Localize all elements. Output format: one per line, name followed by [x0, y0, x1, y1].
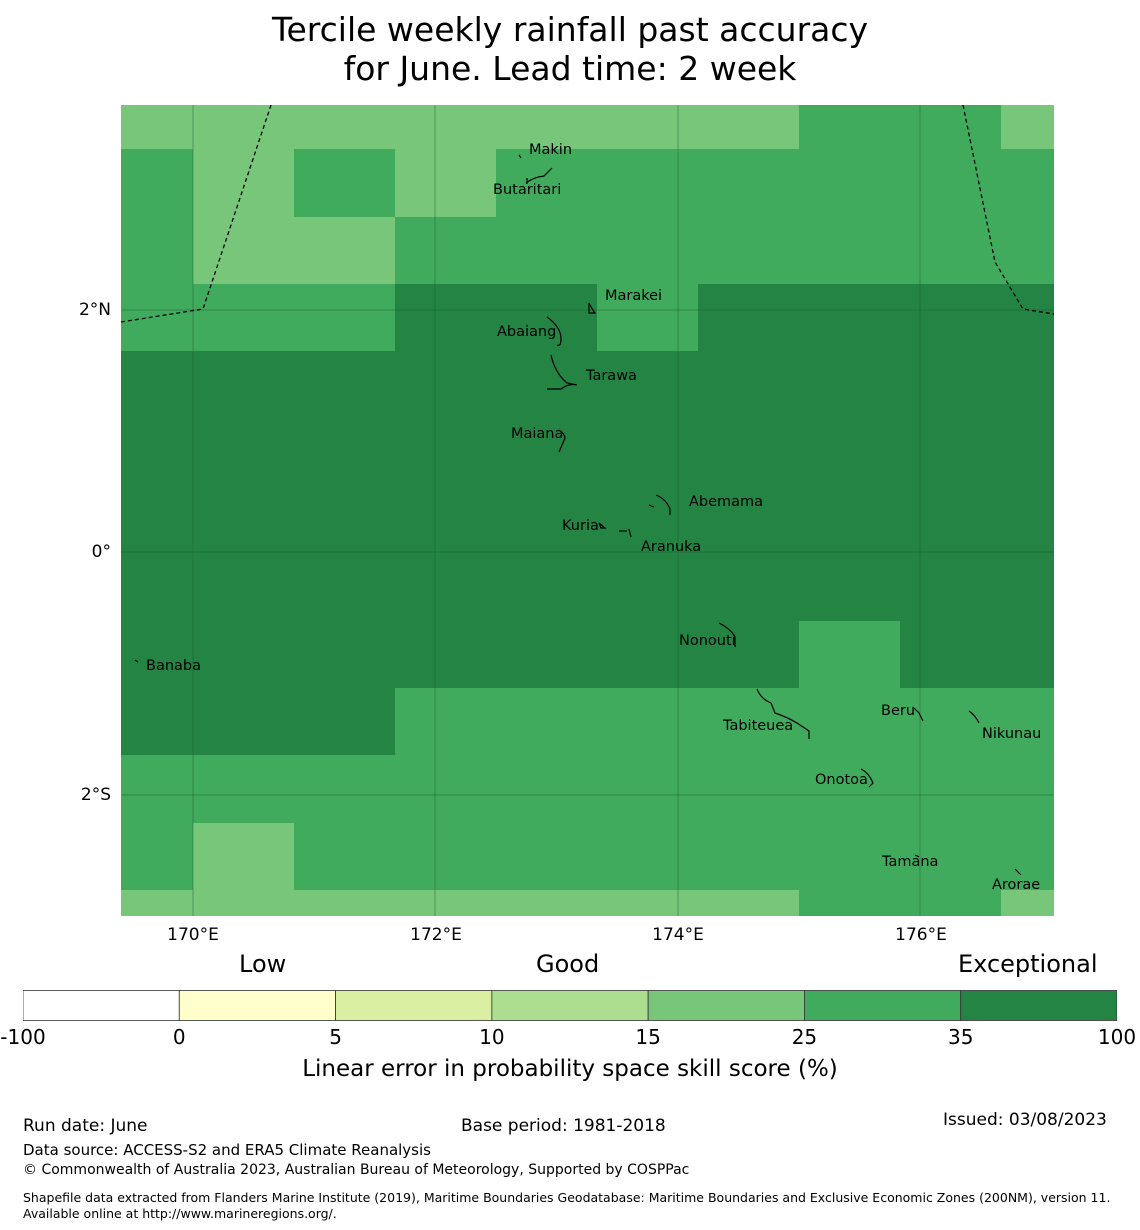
colorbar-tick-label: 15	[635, 1025, 661, 1049]
island-banaba	[134, 659, 139, 663]
lat-tick-label: 0°	[91, 542, 111, 562]
skill-grid	[121, 105, 1054, 916]
skill-cell	[698, 284, 1054, 351]
lon-tick-label: 170°E	[167, 925, 219, 945]
lon-tick-label: 176°E	[895, 925, 947, 945]
colorbar-swatch	[804, 990, 962, 1021]
map-title: Tercile weekly rainfall past accuracy fo…	[0, 10, 1140, 88]
skill-cell	[121, 105, 799, 149]
place-label-aranuka: Aranuka	[641, 539, 701, 555]
colorbar-swatch	[647, 990, 805, 1021]
base-period: Base period: 1981-2018	[461, 1116, 666, 1136]
colorbar-tick-label: 5	[329, 1025, 342, 1049]
island-kuria	[598, 522, 607, 529]
title-line-2: for June. Lead time: 2 week	[343, 49, 797, 88]
colorbar-tick-label: -100	[0, 1025, 46, 1049]
island-aranuka	[619, 528, 632, 538]
map-canvas: Makin Butaritari Marakei Abaiang Tarawa Maian…	[121, 105, 1054, 916]
place-label-marakei: Marakei	[605, 288, 662, 304]
colorbar-tick-label: 0	[172, 1025, 186, 1049]
gridlines	[121, 105, 1054, 916]
colorbar-tick-label: 35	[947, 1025, 974, 1049]
skill-cell	[395, 284, 597, 351]
skill-cell	[121, 890, 193, 916]
skill-cell	[294, 217, 395, 284]
island-tarawa	[547, 354, 578, 390]
place-label-makin: Makin	[529, 142, 572, 158]
place-label-tarawa: Tarawa	[585, 368, 637, 384]
island-onotoa	[860, 768, 874, 788]
place-label-onotoa: Onotoa	[815, 772, 868, 788]
copyright: © Commonwealth of Australia 2023, Austra…	[23, 1162, 690, 1178]
island-marakei	[588, 302, 597, 314]
skill-cell	[193, 149, 294, 284]
place-label-arorae: Arorae	[992, 877, 1040, 893]
lon-tick-label: 172°E	[410, 925, 462, 945]
island-maiana	[558, 429, 566, 453]
lat-tick-label: 2°S	[80, 785, 111, 805]
island-arorae	[1014, 868, 1022, 876]
skill-cell	[193, 823, 294, 916]
colorbar-swatches	[23, 990, 1117, 1021]
skill-map: Makin Butaritari Marakei Abaiang Tarawa Maian…	[121, 105, 1054, 916]
colorbar-swatch	[491, 990, 649, 1021]
shapefile-credit: Shapefile data extracted from Flanders M…	[23, 1190, 1111, 1221]
island-nonouti	[718, 622, 736, 647]
island-tabiteuea	[756, 688, 810, 739]
island-abaiang	[546, 316, 562, 346]
place-label-abemama: Abemama	[689, 494, 763, 510]
skill-cell	[900, 621, 1054, 688]
island-butaritari	[525, 167, 553, 184]
eez-boundary-west	[121, 105, 272, 323]
colorbar-swatch	[23, 990, 180, 1021]
skill-cell	[1001, 890, 1054, 916]
colorbar-swatch	[335, 990, 493, 1021]
colorbar-tick-label: 100	[1097, 1025, 1137, 1049]
issued-date: Issued: 03/08/2023	[943, 1110, 1107, 1130]
data-source: Data source: ACCESS-S2 and ERA5 Climate …	[23, 1141, 431, 1159]
colorbar	[23, 990, 1117, 1021]
title-line-1: Tercile weekly rainfall past accuracy	[271, 10, 869, 49]
place-label-tabiteuea: Tabiteuea	[722, 718, 793, 734]
place-label-abaiang: Abaiang	[497, 324, 556, 340]
skill-cell	[395, 149, 496, 217]
eez-boundary-east	[962, 105, 1054, 315]
place-label-maiana: Maiana	[511, 426, 563, 442]
colorbar-heading-good: Good	[536, 950, 600, 978]
lat-tick-label: 2°N	[78, 300, 111, 320]
island-outlines	[134, 154, 1022, 876]
skill-cell	[121, 688, 395, 755]
skill-cell	[1001, 105, 1054, 149]
colorbar-heading-exceptional: Exceptional	[958, 950, 1098, 978]
place-label-butaritari: Butaritari	[493, 182, 561, 198]
island-makin	[518, 154, 522, 159]
island-beru	[912, 706, 924, 722]
place-labels: Makin Butaritari Marakei Abaiang Tarawa Maian…	[146, 142, 1041, 893]
place-label-beru: Beru	[881, 703, 915, 719]
skill-cell	[294, 890, 799, 916]
lon-tick-label: 174°E	[652, 925, 704, 945]
eez-boundary	[121, 105, 1054, 323]
place-label-tamana: Tamana	[881, 854, 938, 870]
colorbar-heading-low: Low	[239, 950, 287, 978]
place-label-kuria: Kuria	[562, 518, 599, 534]
island-tamana	[914, 854, 920, 858]
colorbar-swatch	[178, 990, 336, 1021]
island-nikunau	[968, 710, 980, 724]
colorbar-tick-label: 25	[791, 1025, 818, 1049]
place-label-banaba: Banaba	[146, 658, 201, 674]
colorbar-swatch	[960, 990, 1117, 1021]
colorbar-tick-label: 10	[479, 1025, 505, 1049]
place-label-nikunau: Nikunau	[982, 726, 1041, 742]
colorbar-label: Linear error in probability space skill …	[302, 1056, 838, 1082]
island-abemama	[648, 494, 671, 515]
place-label-nonouti: Nonouti	[679, 633, 736, 649]
skill-cell	[799, 621, 900, 688]
run-date: Run date: June	[23, 1116, 148, 1136]
